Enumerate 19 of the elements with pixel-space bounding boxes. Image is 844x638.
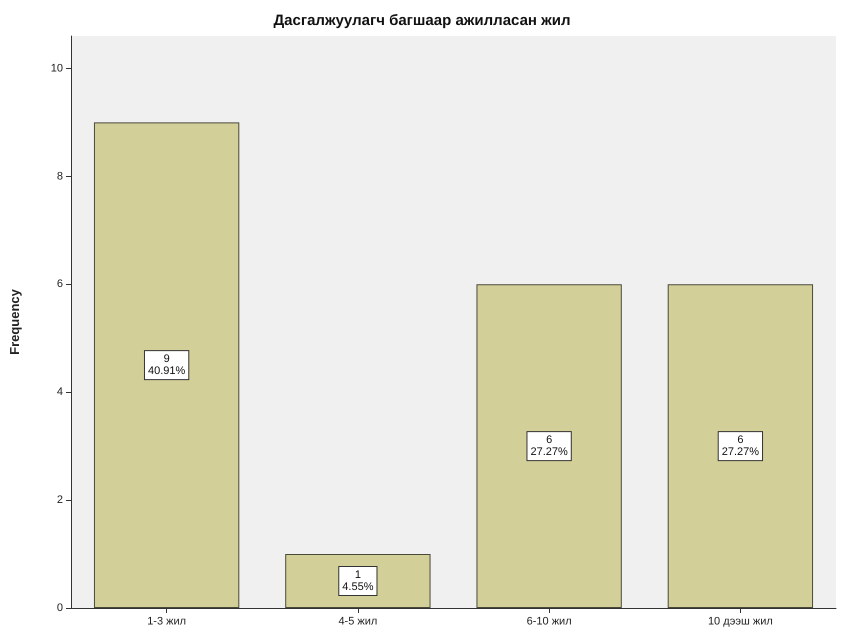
y-tick-label: 2 — [56, 494, 63, 506]
y-tick-label: 4 — [56, 386, 63, 398]
y-tick-label: 10 — [50, 62, 63, 74]
y-axis-title: Frequency — [7, 288, 22, 355]
data-label: 6 27.27% — [530, 434, 568, 458]
data-label: 9 40.91% — [148, 353, 186, 378]
x-tick-label: 10 дээш жил — [708, 616, 773, 628]
bar — [668, 284, 814, 608]
data-label: 6 27.27% — [722, 434, 760, 458]
x-tick-label: 1-3 жил — [147, 616, 186, 628]
x-tick-label: 4-5 жил — [338, 616, 378, 628]
y-tick-label: 0 — [56, 602, 63, 614]
chart-title: Дасгалжуулагч багшаар ажилласан жил — [273, 12, 571, 29]
bar — [476, 284, 622, 608]
y-tick-label: 8 — [56, 170, 63, 182]
data-label: 1 4.55% — [342, 569, 374, 594]
y-tick-label: 6 — [56, 278, 63, 290]
x-tick-label: 6-10 жил — [526, 616, 572, 628]
bar — [94, 122, 240, 608]
